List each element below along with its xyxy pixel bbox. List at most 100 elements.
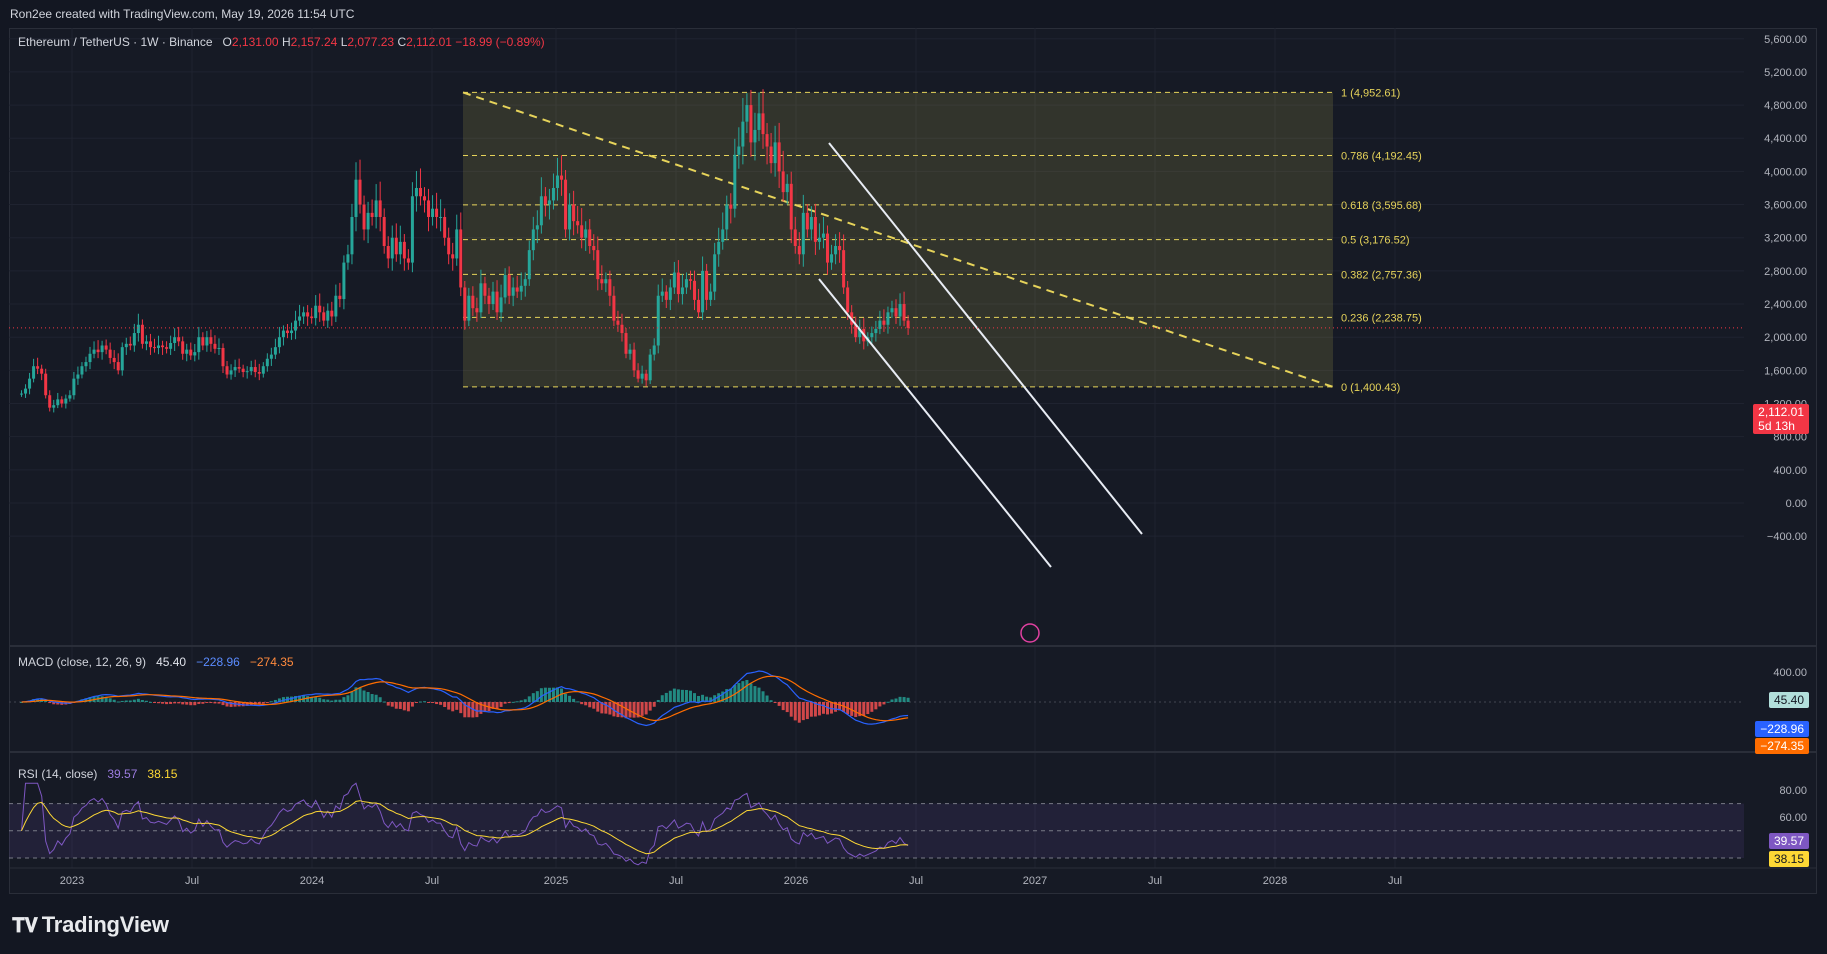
candle-body <box>116 362 120 371</box>
macd-hist-bar <box>467 702 471 718</box>
candle-body <box>721 229 725 242</box>
candle-body <box>52 405 56 408</box>
candle-body <box>294 320 298 331</box>
macd-hist-bar <box>596 702 600 712</box>
price-chart[interactable]: 6,400.006,000.005,600.005,200.004,800.00… <box>9 28 1817 894</box>
macd-hist-bar <box>398 702 402 709</box>
candle-body <box>672 272 676 288</box>
macd-hist-bar <box>741 681 745 702</box>
candle-body <box>237 367 241 369</box>
candle-body <box>104 345 108 350</box>
candle-body <box>801 212 805 255</box>
candle-body <box>898 304 902 317</box>
macd-hist-bar <box>535 691 539 702</box>
candle-body <box>128 343 132 346</box>
candle-body <box>664 291 668 300</box>
candle-body <box>148 341 152 348</box>
macd-hist-bar <box>229 702 233 707</box>
macd-hist-bar <box>656 699 660 702</box>
rsi-legend[interactable]: RSI (14, close) 39.57 38.15 <box>18 767 177 781</box>
candle-body <box>193 352 197 356</box>
macd-hist-bar <box>894 698 898 702</box>
macd-hist-bar <box>753 686 757 702</box>
candle-body <box>640 373 644 379</box>
rsi-axis-label: 60.00 <box>1779 812 1807 824</box>
macd-hist-bar <box>350 691 354 702</box>
x-tick-label: Jul <box>669 875 683 887</box>
macd-hist-bar <box>757 687 761 702</box>
x-tick-label: 2025 <box>544 875 568 887</box>
candle-body <box>467 295 471 321</box>
candle-body <box>874 328 878 334</box>
macd-hist-bar <box>769 700 773 702</box>
candle-body <box>459 229 463 288</box>
candle-body <box>483 283 487 296</box>
fib-level-label: 1 (4,952.61) <box>1341 87 1400 99</box>
channel-upper-line <box>828 142 1143 535</box>
candle-body <box>688 279 692 281</box>
macd-hist-bar <box>463 702 467 718</box>
macd-hist-bar <box>136 698 140 702</box>
candle-body <box>394 237 398 255</box>
candle-body <box>636 370 640 379</box>
macd-signal-tag: −274.35 <box>1755 738 1809 754</box>
macd-hist-bar <box>185 702 189 705</box>
macd-legend[interactable]: MACD (close, 12, 26, 9) 45.40 −228.96 −2… <box>18 655 294 669</box>
candle-body <box>656 295 660 346</box>
candle-body <box>233 367 237 371</box>
macd-hist-bar <box>564 693 568 702</box>
macd-hist-bar <box>576 701 580 703</box>
candle-body <box>144 341 148 344</box>
candle-body <box>120 347 124 371</box>
candle-body <box>362 204 366 230</box>
macd-hist-bar <box>330 700 334 702</box>
candle-body <box>455 229 459 259</box>
macd-hist-bar <box>805 702 809 720</box>
macd-hist-bar <box>866 702 870 715</box>
macd-hist-bar <box>173 702 177 704</box>
macd-hist-bar <box>547 687 551 702</box>
candle-body <box>785 183 789 193</box>
macd-signal-line <box>21 675 909 722</box>
rsi-ma-value: 38.15 <box>147 767 178 781</box>
candle-body <box>507 275 511 296</box>
macd-hist-bar <box>636 702 640 718</box>
candle-body <box>273 347 277 355</box>
candle-body <box>547 200 551 205</box>
macd-hist-bar <box>495 702 499 709</box>
candle-body <box>729 204 733 209</box>
macd-hist-bar <box>652 702 656 707</box>
candle-body <box>72 378 76 396</box>
candle-body <box>813 216 817 242</box>
candle-body <box>157 345 161 348</box>
macd-hist-bar <box>431 702 435 703</box>
close-value: 2,112.01 <box>406 35 452 49</box>
macd-hist-bar <box>281 697 285 702</box>
candle-body <box>753 129 757 143</box>
macd-line-value: −228.96 <box>196 655 240 669</box>
rsi-ma-line <box>21 800 909 855</box>
macd-hist-bar <box>294 696 298 702</box>
macd-hist-bar <box>152 702 156 703</box>
candle-body <box>269 354 273 359</box>
candle-body <box>338 295 342 300</box>
candle-body <box>551 187 555 201</box>
macd-hist-bar <box>588 702 592 708</box>
candle-body <box>797 246 801 255</box>
macd-hist-bar <box>100 696 104 702</box>
macd-hist-bar <box>507 702 511 704</box>
macd-hist-bar <box>245 702 249 706</box>
candle-body <box>588 229 592 247</box>
candle-body <box>32 366 36 379</box>
macd-hist-bar <box>676 689 680 702</box>
candle-body <box>80 366 84 375</box>
symbol-legend[interactable]: Ethereum / TetherUS · 1W · Binance O2,13… <box>18 35 545 49</box>
candle-body <box>152 347 156 349</box>
candle-body <box>676 272 680 295</box>
candle-body <box>616 320 620 325</box>
macd-hist-bar <box>108 698 112 702</box>
macd-hist-bar <box>104 696 108 702</box>
candle-body <box>906 320 910 328</box>
tradingview-logo[interactable]: 𝐓𝐕 TradingView <box>12 912 169 938</box>
candle-body <box>834 246 838 255</box>
